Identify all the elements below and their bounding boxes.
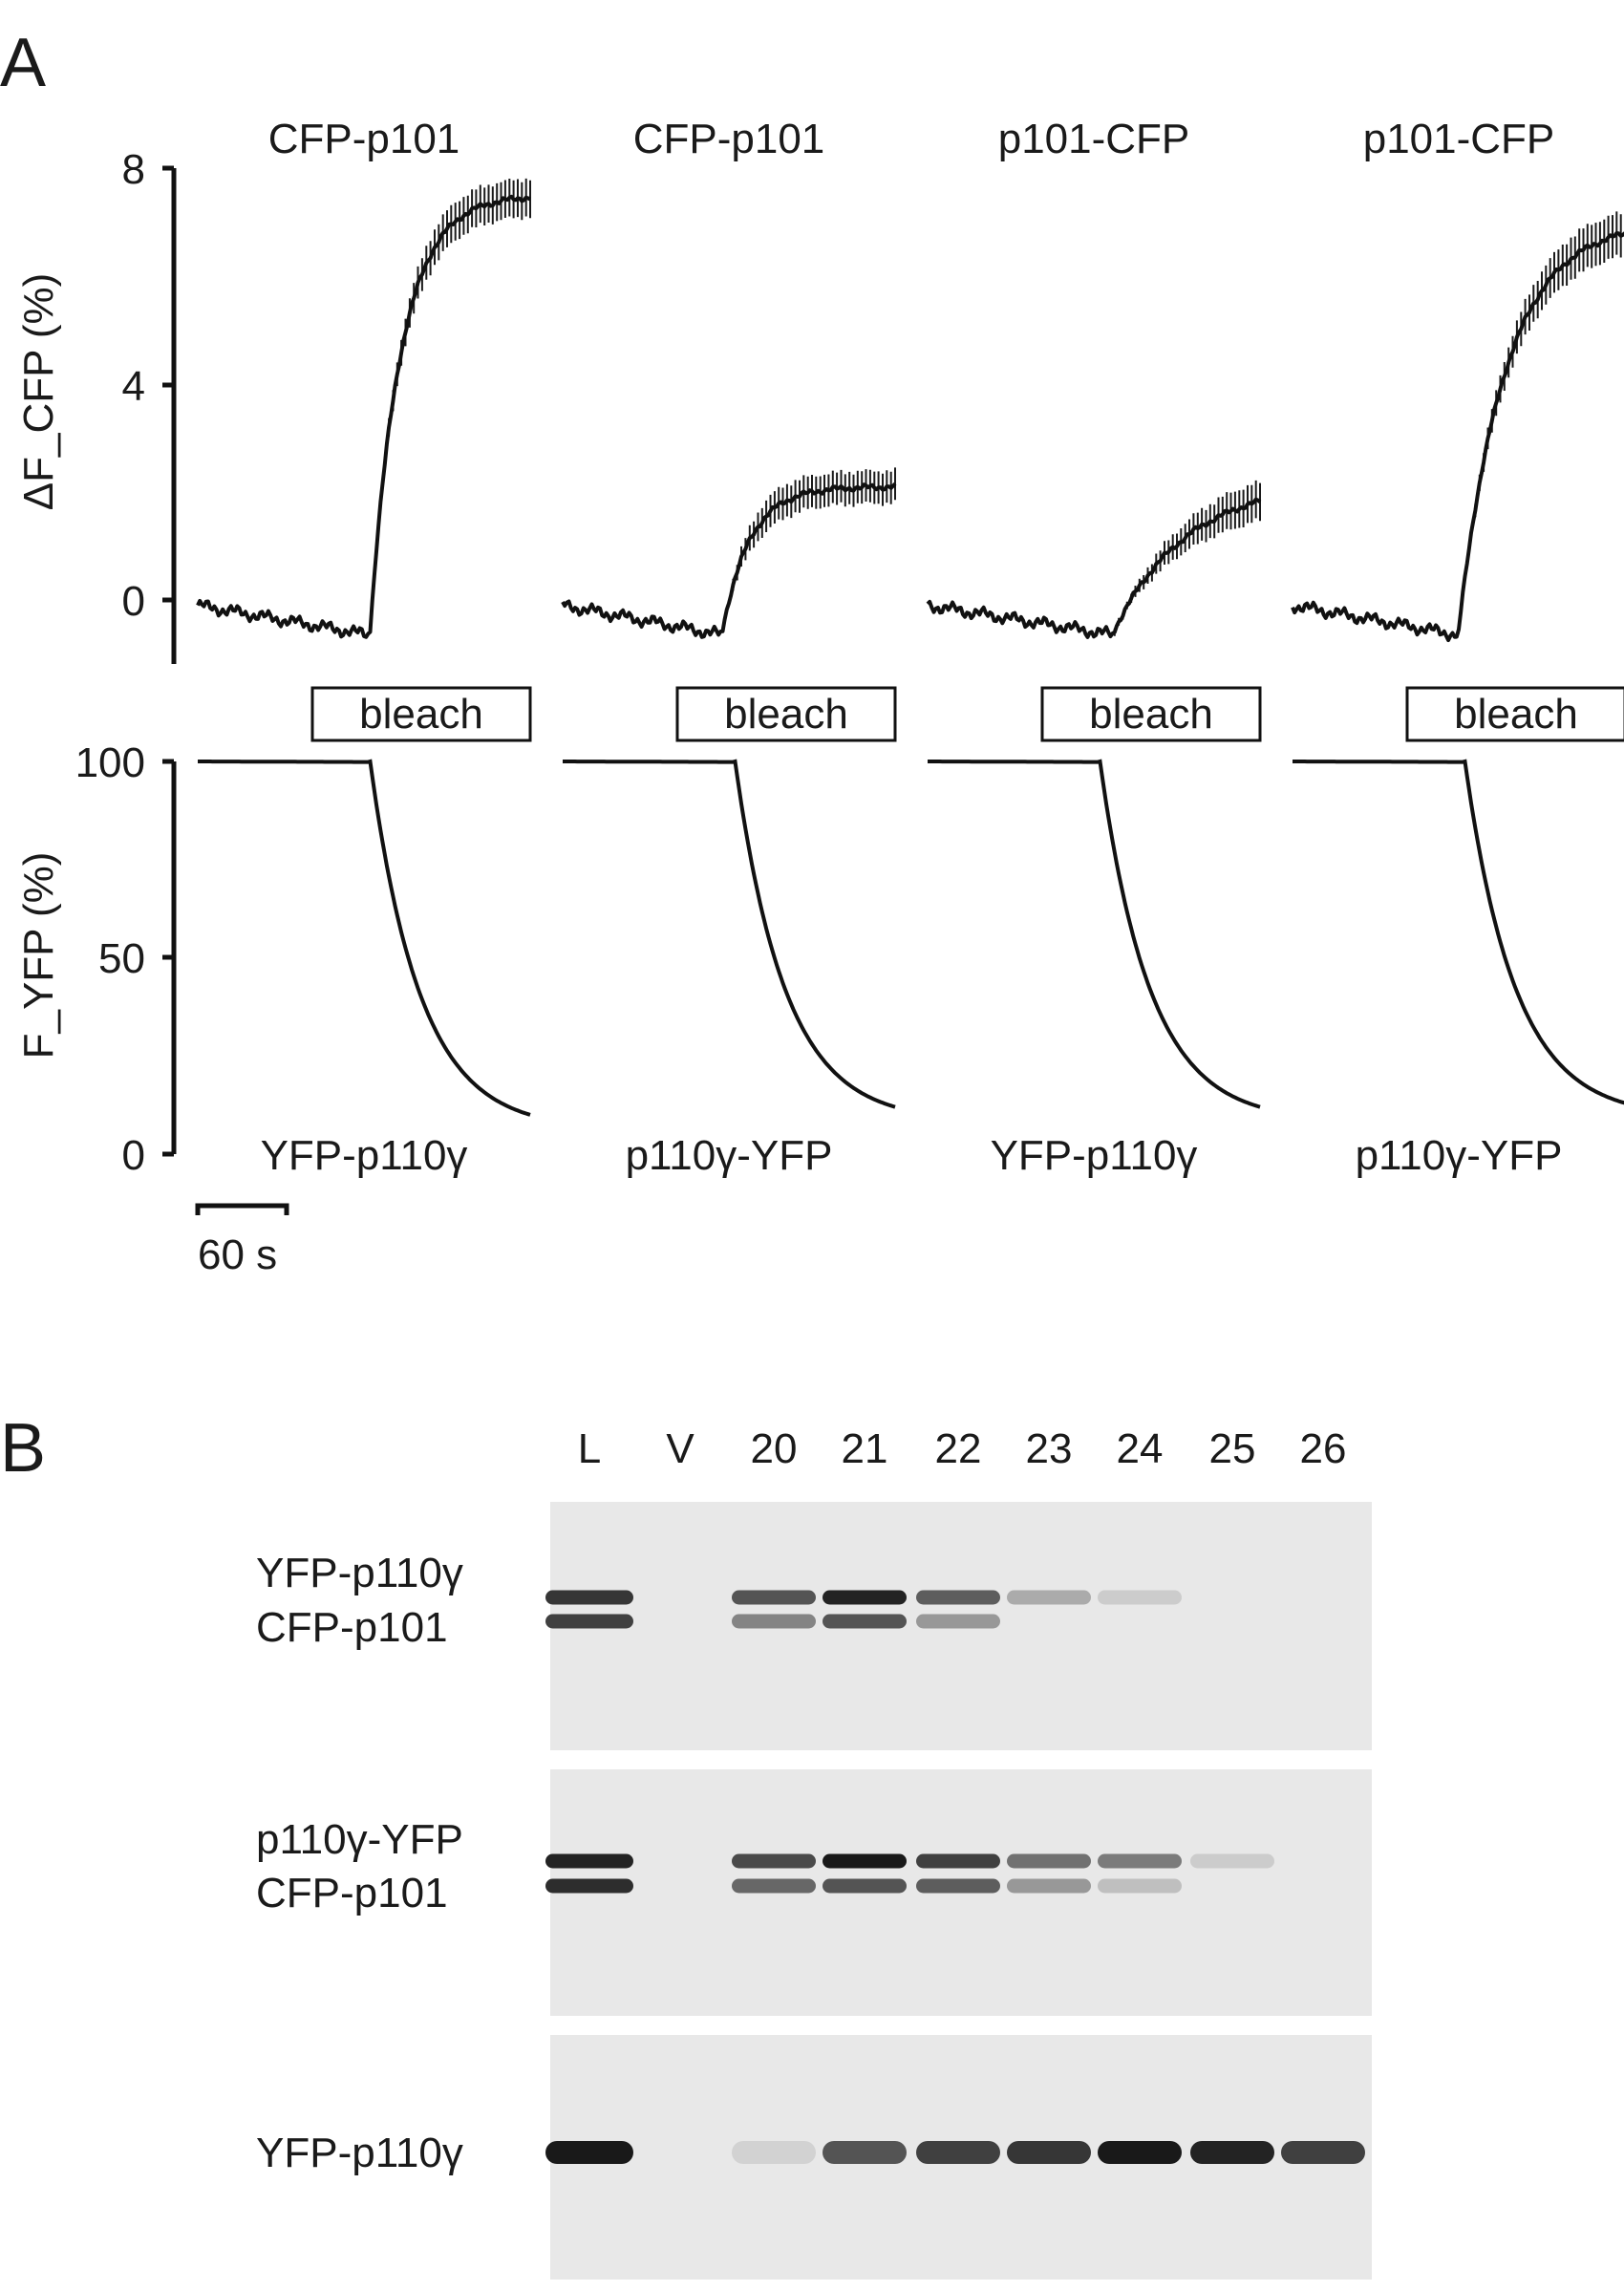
blot-band <box>1098 2141 1182 2164</box>
yfp-trace-line <box>563 759 896 1109</box>
blot-band <box>732 1614 816 1629</box>
bleach-box <box>1405 686 1624 742</box>
panel-label-b: B <box>0 1410 46 1487</box>
top-y-tick-label: 0 <box>122 578 145 625</box>
blot-band <box>545 1614 633 1629</box>
blot-band <box>732 1853 816 1869</box>
blot-band <box>732 2141 816 2164</box>
blot-band <box>1007 1590 1091 1605</box>
yfp-trace-line <box>928 759 1261 1109</box>
blot-band <box>916 1590 1000 1605</box>
lane-label: L <box>578 1425 601 1472</box>
blot-band <box>1098 1853 1182 1869</box>
top-y-axis-label-text: ΔF_CFP (%) <box>15 273 62 511</box>
blot-band <box>916 2141 1000 2164</box>
bottom-traces: YFP-p110γ p110γ-YFP YFP-p110γ p110γ-YFP <box>198 759 1624 1179</box>
bottom-y-axis-label-text: F_YFP (%) <box>15 852 62 1060</box>
bleach-label: bleach <box>1454 691 1578 738</box>
lane-label: 23 <box>1026 1425 1073 1472</box>
blot-row-label: CFP-p101 <box>256 1870 448 1916</box>
blot-band <box>1098 1878 1182 1894</box>
scale-bar-label: 60 s <box>198 1231 277 1278</box>
bottom-y-tick-label: 100 <box>75 739 145 786</box>
lane-label: 25 <box>1209 1425 1256 1472</box>
blot-band <box>823 1878 907 1894</box>
blot-band <box>545 1853 633 1869</box>
bleach-label: bleach <box>724 691 848 738</box>
blot-row-label: YFP-p110γ <box>256 2130 463 2176</box>
top-trace-label: CFP-p101 <box>268 116 460 162</box>
yfp-trace-line <box>1293 759 1624 1105</box>
blot-row-label: CFP-p101 <box>256 1604 448 1651</box>
cfp-trace-line <box>561 482 897 639</box>
bottom-chart: 100 50 0 F_YFP (%) YFP-p110γ p110γ-YFP YFP… <box>15 739 1624 1179</box>
blot-band <box>823 1614 907 1629</box>
blot-band <box>1190 1853 1274 1869</box>
lane-label: 22 <box>935 1425 982 1472</box>
bottom-trace-label: YFP-p110γ <box>991 1132 1198 1179</box>
blot-band <box>732 1590 816 1605</box>
lane-label: 24 <box>1117 1425 1164 1472</box>
blot-row-label: YFP-p110γ <box>256 1550 463 1596</box>
top-trace-label: p101-CFP <box>1363 116 1555 162</box>
blot-strips: YFP-p110γ CFP-p101 p110γ-YFP CFP-p101 YFP-p1… <box>256 1502 1372 2280</box>
top-y-tick-label: 8 <box>122 146 145 193</box>
blot-row-label: p110γ-YFP <box>256 1816 463 1863</box>
cfp-trace-line <box>196 194 531 639</box>
panel-label-a: A <box>0 25 46 101</box>
bottom-trace-label: p110γ-YFP <box>626 1132 833 1179</box>
cfp-trace-line <box>1291 231 1624 643</box>
lane-label: 21 <box>842 1425 888 1472</box>
bottom-y-axis-label: F_YFP (%) <box>15 852 62 1060</box>
blot-band <box>1190 2141 1274 2164</box>
bottom-trace-label: p110γ-YFP <box>1356 1132 1563 1179</box>
bleach-box <box>1040 686 1262 742</box>
lane-label: 26 <box>1300 1425 1347 1472</box>
blot-band <box>823 2141 907 2164</box>
blot-band <box>823 1853 907 1869</box>
blot-band <box>1281 2141 1365 2164</box>
blot-band <box>545 2141 633 2164</box>
blot-band <box>545 1878 633 1894</box>
top-trace-label: p101-CFP <box>998 116 1190 162</box>
top-traces: CFP-p101 CFP-p101 p101-CFP p101-CFP <box>196 116 1624 643</box>
top-y-axis-label: ΔF_CFP (%) <box>15 273 62 511</box>
blot-band <box>823 1590 907 1605</box>
time-scale-bar: 60 s <box>195 1203 289 1278</box>
bleach-box <box>675 686 897 742</box>
blot-band <box>1007 2141 1091 2164</box>
bottom-y-tick-label: 50 <box>98 935 145 982</box>
blot-band <box>1007 1853 1091 1869</box>
bottom-y-tick-label: 0 <box>122 1132 145 1179</box>
scale-bar-line <box>195 1203 289 1215</box>
blot-band <box>1098 1590 1182 1605</box>
lane-label: V <box>666 1425 694 1472</box>
blot-band <box>916 1614 1000 1629</box>
blot-band <box>545 1590 633 1605</box>
bleach-label: bleach <box>359 691 483 738</box>
bleach-box <box>310 686 532 742</box>
lane-label: 20 <box>751 1425 798 1472</box>
yfp-trace-line <box>198 759 531 1117</box>
top-trace-label: CFP-p101 <box>633 116 825 162</box>
top-y-tick-label: 4 <box>122 363 145 410</box>
blot-band <box>916 1878 1000 1894</box>
cfp-trace-line <box>926 497 1262 639</box>
bottom-trace-label: YFP-p110γ <box>261 1132 468 1179</box>
blot-band <box>1007 1878 1091 1894</box>
bleach-boxes: bleach bleach bleach bleach <box>310 686 1624 742</box>
top-chart: 8 4 0 ΔF_CFP (%) CFP-p101 CFP-p101 p101-CF… <box>15 116 1624 664</box>
lane-labels: L V 20 21 22 23 24 25 26 <box>578 1425 1347 1472</box>
blot-band <box>916 1853 1000 1869</box>
bleach-label: bleach <box>1089 691 1213 738</box>
blot-band <box>732 1878 816 1894</box>
